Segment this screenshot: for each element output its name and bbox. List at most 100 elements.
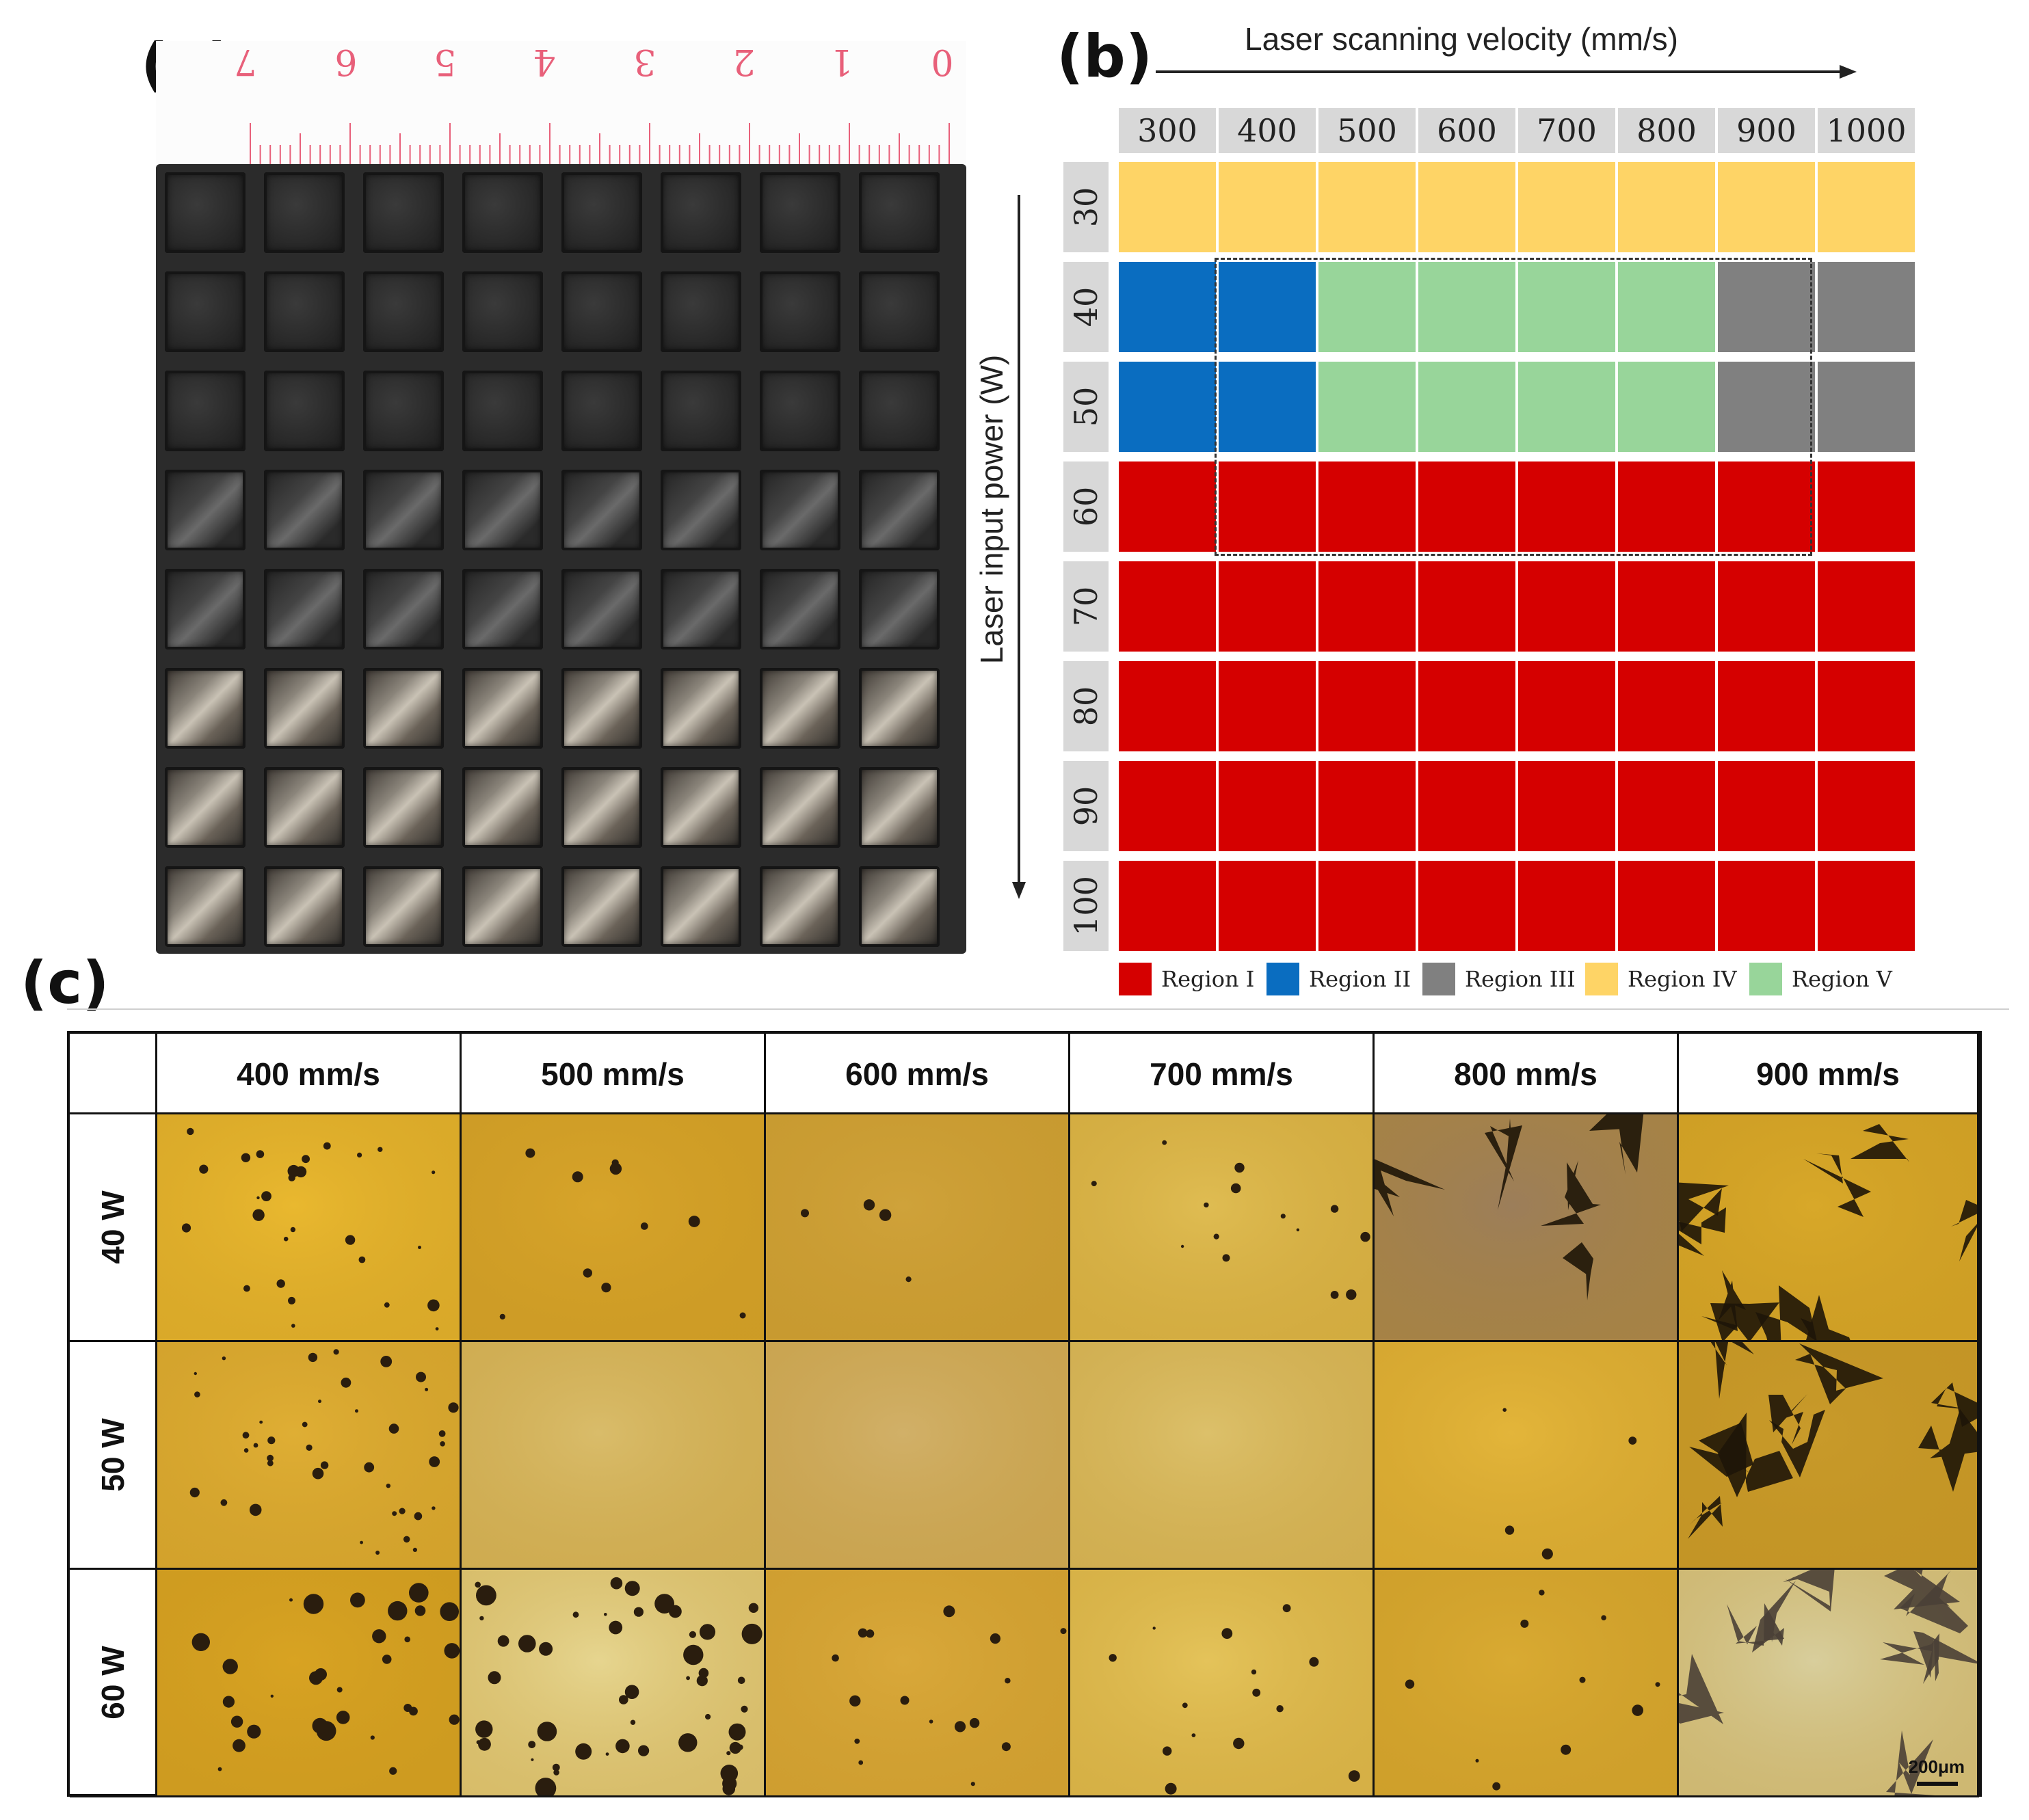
- power-row-header: 60 W: [70, 1570, 157, 1797]
- sample-cube: [363, 172, 444, 253]
- pore: [1330, 1291, 1339, 1299]
- pore: [1346, 1289, 1357, 1300]
- pore: [535, 1778, 557, 1795]
- pore: [609, 1162, 622, 1175]
- lack-of-fusion-defect: [1931, 1382, 1977, 1427]
- region-cell: [1318, 162, 1416, 252]
- pore: [345, 1235, 356, 1245]
- lack-of-fusion-defect: [1783, 1570, 1835, 1611]
- power-header-label: 80: [1067, 686, 1104, 727]
- micrograph-shading: [1070, 1570, 1372, 1795]
- pore: [386, 1484, 390, 1488]
- pore: [357, 1152, 362, 1157]
- pore: [601, 1283, 611, 1293]
- legend-label: Region V: [1792, 966, 1892, 992]
- region-cell: [1818, 162, 1915, 252]
- pore: [610, 1577, 623, 1590]
- power-header: 80: [1063, 661, 1109, 751]
- pore: [242, 1432, 250, 1439]
- pore: [638, 1745, 650, 1756]
- pore: [392, 1511, 397, 1516]
- micrograph-shading: [766, 1114, 1068, 1340]
- ruler-number: 2: [732, 41, 756, 82]
- ruler-number: 1: [830, 41, 853, 82]
- pore: [1330, 1205, 1339, 1213]
- pore: [389, 1767, 397, 1775]
- velocity-header: 1000: [1818, 108, 1915, 153]
- region-cell: [1718, 561, 1815, 652]
- region-cell: [1718, 461, 1815, 552]
- region-cell: [1718, 162, 1815, 252]
- region-cell: [1119, 561, 1216, 652]
- sample-cube: [859, 172, 940, 253]
- pore: [283, 1236, 289, 1242]
- pore: [384, 1302, 390, 1308]
- region-cell: [1818, 761, 1915, 851]
- pore: [312, 1467, 324, 1480]
- region-cell: [1518, 861, 1615, 951]
- selected-window-box: [1215, 258, 1812, 556]
- region-cell: [1318, 761, 1416, 851]
- sample-cube: [859, 470, 940, 550]
- pore: [552, 1763, 560, 1771]
- legend-label: Region II: [1309, 966, 1411, 992]
- region-cell: [1418, 262, 1515, 352]
- sample-cube: [462, 271, 543, 352]
- region-cell: [1119, 162, 1216, 252]
- pore: [866, 1629, 875, 1638]
- pore: [748, 1603, 759, 1613]
- region-cell: [1618, 661, 1715, 751]
- velocity-header: 500: [1318, 108, 1416, 153]
- ruler-number: 7: [234, 41, 257, 82]
- pore: [696, 1675, 708, 1687]
- sample-cube: [264, 569, 345, 650]
- sample-cube: [264, 271, 345, 352]
- pore: [943, 1605, 955, 1618]
- pore: [1520, 1619, 1529, 1628]
- pore: [1348, 1770, 1360, 1782]
- power-header-label: 60: [1067, 486, 1104, 527]
- section-divider: [67, 1008, 2009, 1010]
- lack-of-fusion-defect: [1752, 1581, 1796, 1652]
- pore: [858, 1628, 868, 1638]
- sample-cube: [363, 271, 444, 352]
- region-cell: [1219, 561, 1316, 652]
- region-cell: [1618, 761, 1715, 851]
- region-cell: [1518, 362, 1615, 452]
- sample-cube: [661, 470, 741, 550]
- region-cell: [1418, 561, 1515, 652]
- lack-of-fusion-defect: [1679, 1207, 1726, 1256]
- pore: [425, 1387, 429, 1391]
- micrograph: [157, 1342, 462, 1570]
- micrograph: [1070, 1570, 1375, 1797]
- pore: [1309, 1657, 1319, 1667]
- pore: [256, 1196, 260, 1200]
- micrograph: [766, 1342, 1070, 1570]
- pore: [289, 1598, 293, 1602]
- pore: [333, 1349, 339, 1355]
- legend-swatch: [1267, 963, 1299, 995]
- pore: [194, 1371, 197, 1376]
- pore: [220, 1499, 228, 1506]
- pore: [318, 1400, 321, 1404]
- sample-cube: [859, 569, 940, 650]
- lack-of-fusion-defect: [1803, 1153, 1871, 1217]
- pore: [499, 1313, 505, 1320]
- pore: [801, 1209, 809, 1218]
- pore: [990, 1633, 1000, 1644]
- pore: [488, 1671, 501, 1685]
- sample-cube: [661, 866, 741, 947]
- pore: [1579, 1676, 1586, 1683]
- pore: [414, 1605, 426, 1616]
- pore: [1005, 1678, 1011, 1684]
- pore: [372, 1629, 386, 1644]
- pore: [1561, 1744, 1572, 1755]
- velocity-header: 600: [1418, 108, 1515, 153]
- pore: [449, 1714, 460, 1725]
- pore: [479, 1616, 484, 1621]
- micrograph-shading: [766, 1342, 1068, 1568]
- sample-photo: 0 1 2 3 4 5 6 7: [156, 41, 966, 954]
- sample-cube: [760, 470, 840, 550]
- pore: [249, 1503, 262, 1516]
- pore: [572, 1171, 583, 1183]
